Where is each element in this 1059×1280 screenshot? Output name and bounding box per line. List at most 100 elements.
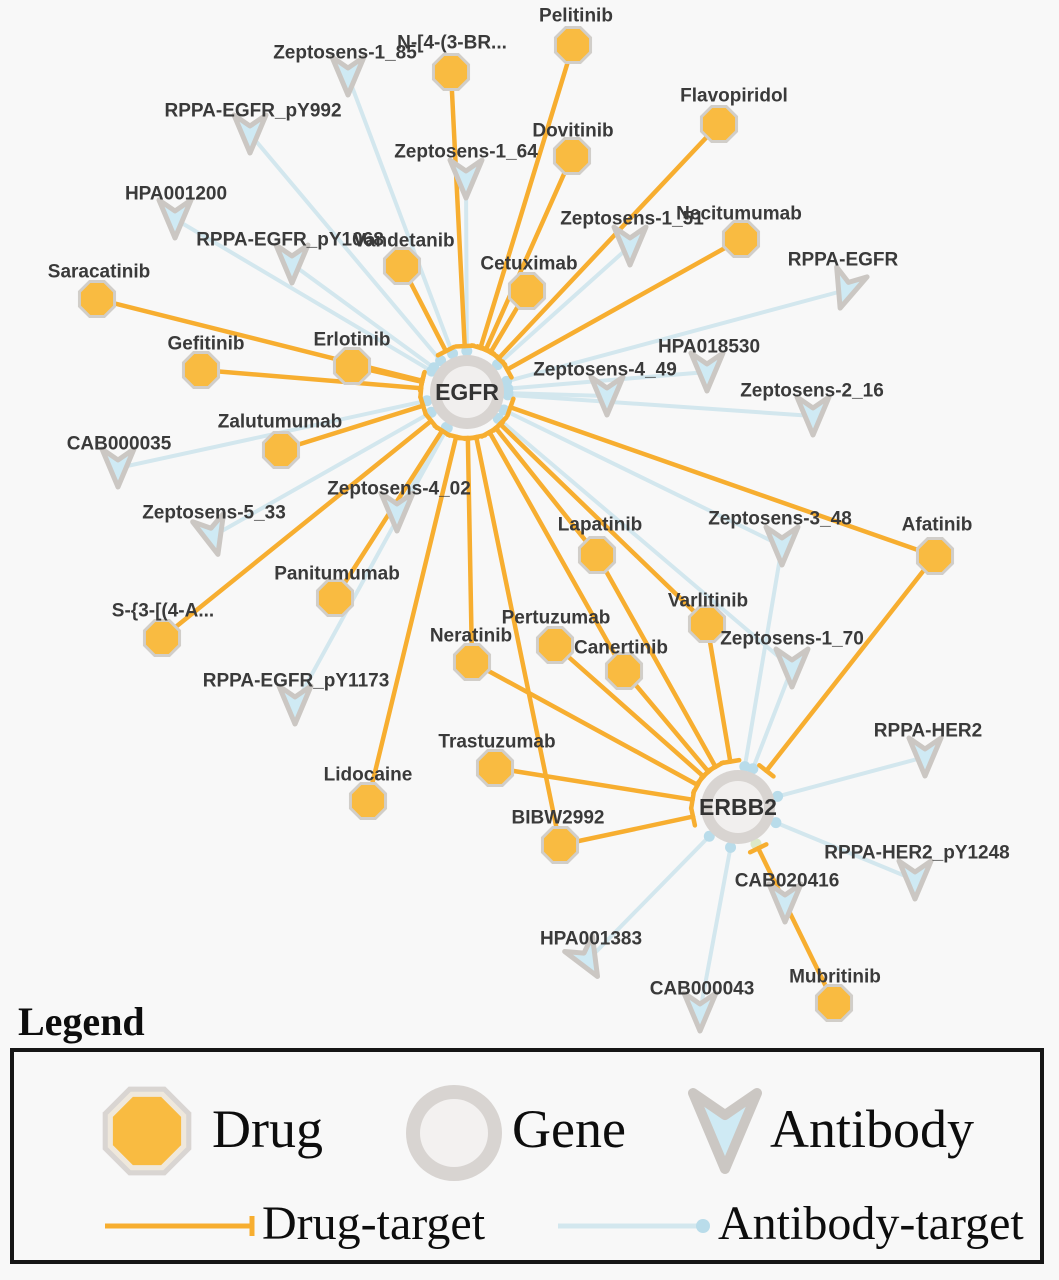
edge-dot-rppa-her2_py1248 [770, 817, 782, 829]
edge-s-3-4-a-EGFR [159, 418, 434, 641]
edge-tee-cetuximab [480, 345, 501, 360]
node-label-necitumumab: Necitumumab [676, 204, 802, 225]
drug-node-vandetanib[interactable] [382, 246, 422, 286]
edge-rppa-egfr-EGFR [504, 288, 848, 384]
node-label-rppa-her2_py1248: RPPA-HER2_pY1248 [824, 843, 1010, 864]
gene-label-EGFR: EGFR [435, 379, 499, 405]
node-label-zeptosens-5_33: Zeptosens-5_33 [142, 503, 286, 524]
legend-drug-target-label: Drug-target [262, 1197, 486, 1250]
labels: Pelitinib N-[4-(3-BR... Flavopiridol Doviti… [48, 6, 1010, 1000]
edge-zeptosens-1_51-EGFR [495, 244, 632, 367]
drug-node-pertuzumab[interactable] [535, 625, 575, 665]
edge-dot-hpa001383 [703, 830, 715, 842]
antibody-node-cab000043[interactable] [681, 990, 719, 1034]
antibody-node-hpa001200[interactable] [156, 197, 194, 241]
gene-circle-icon [406, 1085, 502, 1181]
drug-node-erlotinib[interactable] [332, 346, 372, 386]
edge-dot-rppa-egfr_py1068 [428, 362, 440, 374]
antibody-node-hpa001383[interactable] [562, 933, 612, 985]
edge-lapatinib-ERBB2 [594, 552, 718, 770]
drug-node-varlitinib[interactable] [687, 604, 727, 644]
antibody-chevron-icon [688, 1088, 762, 1174]
antibody-node-zeptosens-4_49[interactable] [588, 374, 626, 418]
node-label-zeptosens-4_02: Zeptosens-4_02 [327, 479, 471, 500]
edge-zeptosens-4_49-EGFR [505, 391, 609, 398]
node-label-zeptosens-3_48: Zeptosens-3_48 [708, 509, 852, 530]
drug-node-saracatinib[interactable] [77, 279, 117, 319]
antibody-node-zeptosens-1_85[interactable] [329, 54, 367, 98]
edge-rppa-her2-ERBB2 [775, 755, 927, 799]
antibody-node-zeptosens-4_02[interactable] [378, 490, 416, 534]
edge-hpa001383-ERBB2 [586, 834, 712, 962]
edge-zeptosens-1_85-EGFR [346, 74, 455, 356]
node-label-pertuzumab: Pertuzumab [502, 608, 611, 629]
gene-node-EGFR[interactable]: EGFR [430, 355, 504, 429]
node-label-zeptosens-1_70: Zeptosens-1_70 [720, 629, 864, 650]
antibody-node-zeptosens-5_33[interactable] [190, 511, 234, 559]
antibody-node-rppa-her2_py1248[interactable] [896, 858, 934, 902]
drug-node-pelitinib[interactable] [553, 25, 593, 65]
edge-zeptosens-3_48-ERBB2 [742, 544, 784, 769]
antibody-node-zeptosens-1_70[interactable] [773, 646, 811, 690]
edge-tee-n-4-3-br [453, 343, 476, 349]
edge-tee-varlitinib [719, 757, 742, 766]
antibody-node-zeptosens-1_64[interactable] [447, 157, 485, 201]
edge-tee-bibw2992 [465, 433, 488, 442]
drug-node-canertinib[interactable] [604, 651, 644, 691]
edge-rppa-egfr_py1173-EGFR [293, 425, 450, 707]
edge-pertuzumab-ERBB2 [552, 642, 706, 779]
drug-node-trastuzumab[interactable] [475, 748, 515, 788]
edge-dot-rppa-egfr_py992 [435, 355, 447, 367]
antibody-node-cab000035[interactable] [99, 446, 137, 490]
drug-node-lidocaine[interactable] [348, 781, 388, 821]
edge-tee-erlotinib [417, 370, 427, 393]
nodes: EGFR ERBB2 [77, 25, 955, 1034]
drug-node-s-3-4-a[interactable] [142, 618, 182, 658]
gene-label-ERBB2: ERBB2 [699, 794, 777, 820]
node-label-varlitinib: Varlitinib [668, 591, 748, 612]
drug-node-neratinib[interactable] [452, 642, 492, 682]
drug-node-lapatinib[interactable] [577, 535, 617, 575]
drug-node-dovitinib[interactable] [552, 136, 592, 176]
antibody-node-rppa-her2[interactable] [906, 735, 944, 779]
drug-octagon-icon [102, 1086, 192, 1176]
antibody-node-rppa-egfr[interactable] [825, 264, 870, 313]
edge-zeptosens-1_70-ERBB2 [750, 666, 794, 771]
edge-dot-rppa-her2 [772, 790, 784, 802]
drug-node-flavopiridol[interactable] [699, 104, 739, 144]
drug-node-zalutumumab[interactable] [261, 430, 301, 470]
node-label-saracatinib: Saracatinib [48, 262, 150, 283]
antibody-node-rppa-egfr_py1173[interactable] [276, 683, 314, 727]
drug-node-necitumumab[interactable] [721, 219, 761, 259]
legend-drug-label: Drug [212, 1099, 323, 1159]
drug-node-cetuximab[interactable] [507, 271, 547, 311]
edge-tee-zalutumumab [418, 394, 429, 417]
node-label-zalutumumab: Zalutumumab [218, 412, 343, 433]
node-label-rppa-egfr_py992: RPPA-EGFR_pY992 [164, 101, 341, 122]
drug-node-gefitinib[interactable] [181, 350, 221, 390]
node-label-neratinib: Neratinib [430, 626, 512, 647]
node-label-zeptosens-4_49: Zeptosens-4_49 [533, 360, 677, 381]
node-label-flavopiridol: Flavopiridol [680, 86, 788, 107]
edge-n-4-3-br-EGFR [448, 69, 467, 349]
node-label-lidocaine: Lidocaine [324, 765, 413, 786]
antibody-node-rppa-egfr_py992[interactable] [231, 112, 269, 156]
edge-tee-mubritinib [747, 842, 769, 855]
antibody-node-zeptosens-3_48[interactable] [763, 524, 801, 568]
drug-node-bibw2992[interactable] [540, 825, 580, 865]
drug-node-n-4-3-br[interactable] [431, 52, 471, 92]
antibody-node-zeptosens-2_16[interactable] [794, 394, 832, 438]
node-label-afatinib: Afatinib [902, 515, 973, 536]
antibody-node-rppa-egfr_py1068[interactable] [273, 242, 311, 286]
edge-rppa-egfr_py992-EGFR [248, 132, 443, 363]
drug-node-panitumumab[interactable] [315, 578, 355, 618]
drug-node-afatinib[interactable] [915, 536, 955, 576]
legend-box [10, 1048, 1044, 1264]
antibody-node-cab020416[interactable] [766, 881, 804, 925]
edge-mubritinib-ERBB2 [755, 846, 837, 1006]
antibody-node-hpa018530[interactable] [688, 350, 726, 394]
drug-node-mubritinib[interactable] [814, 983, 854, 1023]
gene-node-ERBB2[interactable]: ERBB2 [699, 770, 777, 844]
antibody-node-zeptosens-1_51[interactable] [611, 224, 649, 268]
edge-afatinib-ERBB2 [764, 553, 938, 774]
